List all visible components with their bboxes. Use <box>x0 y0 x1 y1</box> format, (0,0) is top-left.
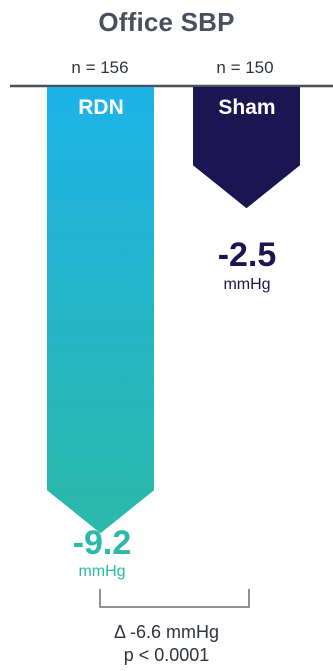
value-label-sham: -2.5 <box>217 236 277 274</box>
unit-label-sham: mmHg <box>223 276 271 293</box>
bar-label-sham: Sham <box>218 96 276 119</box>
difference-bracket <box>99 589 250 608</box>
bar-label-rdn: RDN <box>78 96 124 119</box>
bar-rdn <box>47 87 154 534</box>
chart-title: Office SBP <box>98 7 235 37</box>
n-label-rdn: n = 156 <box>71 58 129 77</box>
difference-label: Δ -6.6 mmHg <box>113 622 220 642</box>
n-label-sham: n = 150 <box>216 58 274 77</box>
value-label-rdn: -9.2 <box>72 524 132 562</box>
p-value-label: p < 0.0001 <box>123 645 210 665</box>
bar-sham <box>193 87 300 209</box>
unit-label-rdn: mmHg <box>78 563 126 580</box>
